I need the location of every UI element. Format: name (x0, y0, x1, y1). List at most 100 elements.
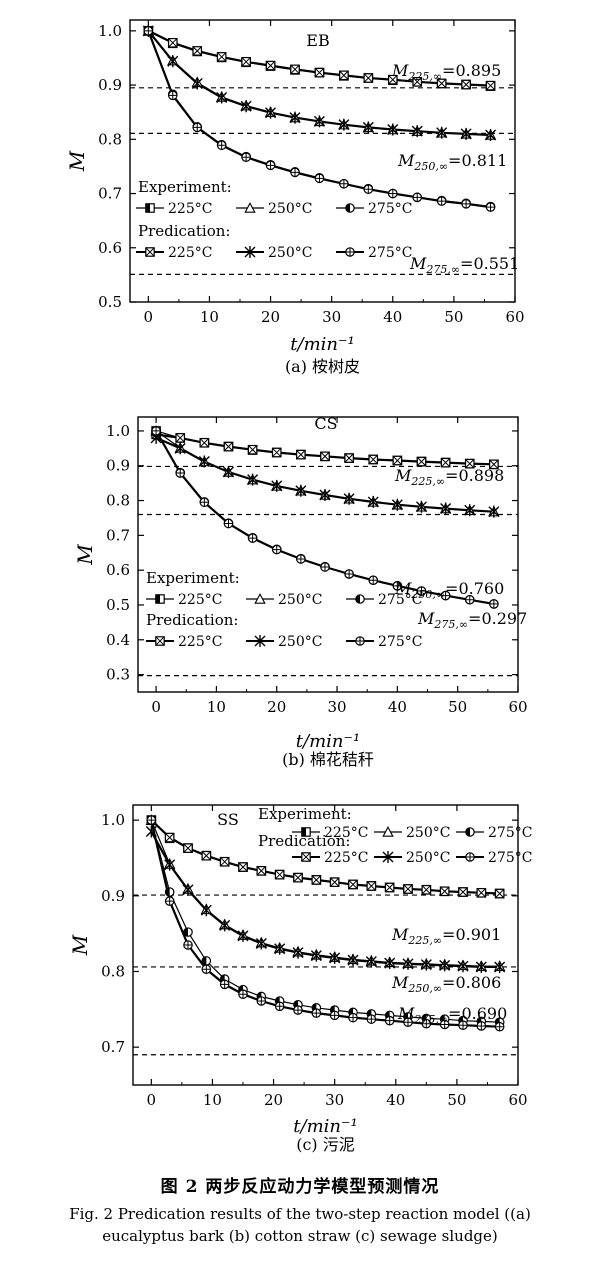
prediction-point-250 (457, 960, 469, 973)
legend-marker-exp-225 (155, 594, 165, 604)
prediction-point-250 (274, 942, 286, 955)
prediction-point-225 (167, 37, 178, 48)
y-tick-label: 0.8 (101, 962, 125, 980)
prediction-point-275 (412, 192, 423, 203)
prediction-point-225 (296, 449, 306, 460)
legend-marker-pred-225 (155, 636, 165, 646)
x-tick-label: 10 (203, 1091, 222, 1109)
y-tick-label: 1.0 (106, 422, 130, 440)
prediction-point-275 (143, 26, 154, 36)
prediction-point-225 (489, 459, 499, 470)
prediction-point-275 (421, 1018, 432, 1029)
legend-label-exp-250: 250°C (278, 592, 322, 608)
legend-label-exp-225: 225°C (324, 825, 368, 841)
legend-marker-pred-250 (254, 635, 266, 647)
prediction-point-250 (265, 106, 277, 119)
prediction-point-275 (339, 178, 349, 189)
prediction-point-225 (366, 881, 377, 891)
prediction-point-225 (329, 877, 340, 887)
prediction-point-250 (292, 946, 304, 959)
legend-marker-pred-250 (382, 851, 394, 863)
prediction-point-225 (241, 56, 251, 67)
prediction-point-275 (223, 518, 234, 529)
prediction-point-225 (164, 832, 175, 843)
prediction-point-250 (200, 904, 212, 917)
prediction-point-250 (319, 488, 331, 501)
x-tick-label: 20 (267, 698, 286, 716)
prediction-point-275 (216, 140, 227, 151)
prediction-point-225 (368, 454, 379, 465)
prediction-point-250 (237, 929, 249, 942)
legend-label-pred-275: 275°C (368, 245, 412, 261)
prediction-point-250 (343, 492, 355, 505)
legend-marker-pred-275 (345, 247, 355, 257)
prediction-point-225 (412, 77, 423, 87)
x-tick-label: 50 (444, 308, 463, 326)
prediction-point-250 (436, 126, 448, 139)
prediction-point-250 (338, 118, 350, 131)
prediction-point-250 (367, 495, 379, 508)
asymptote-label-225: M225,∞=0.895 (391, 61, 501, 83)
prediction-point-225 (238, 862, 248, 872)
prediction-point-275 (201, 964, 212, 975)
legend-experiment-title: Experiment: (258, 805, 352, 823)
x-tick-label: 0 (151, 698, 161, 716)
prediction-point-250 (313, 115, 325, 128)
y-axis-label: M (68, 934, 92, 956)
y-tick-label: 0.7 (101, 1038, 125, 1056)
y-tick-label: 1.0 (101, 811, 125, 829)
chart-panel-eb: 0 10 20 30 40 50 60 0.5 0.6 0.7 0.8 0.9 1.0 t/min⁻¹ M E… (0, 0, 600, 410)
x-axis-label: t/min⁻¹ (290, 334, 354, 355)
y-axis-label: M (65, 150, 89, 172)
legend-marker-pred-250 (244, 246, 256, 258)
prediction-point-225 (416, 456, 427, 467)
prediction-point-250 (191, 77, 203, 90)
plot-frame (132, 804, 519, 1086)
y-tick-label: 0.8 (106, 492, 130, 510)
x-tick-label: 30 (322, 308, 341, 326)
prediction-point-275 (146, 815, 157, 825)
y-tick-label: 0.6 (106, 561, 130, 579)
chart-title: SS (217, 810, 239, 829)
legend-label-exp-275: 275°C (368, 201, 412, 217)
chart-panel-ss: 0 10 20 30 40 50 60 0.7 0.8 0.9 1.0 t/min⁻¹ M SS M225,… (0, 790, 600, 1160)
prediction-point-275 (256, 996, 267, 1006)
figure-caption-cn: 图 2 两步反应动力学模型预测情况 (160, 1177, 440, 1197)
prediction-point-225 (175, 433, 186, 443)
prediction-point-275 (436, 196, 447, 206)
prediction-point-275 (314, 173, 325, 184)
legend-label-pred-250: 250°C (278, 634, 322, 650)
legend-label-pred-225: 225°C (168, 245, 212, 261)
prediction-point-250 (384, 957, 396, 970)
prediction-point-250 (485, 128, 497, 141)
legend-marker-pred-275 (355, 636, 365, 646)
prediction-point-275 (494, 1021, 505, 1032)
legend-prediction-title: Predication: (146, 611, 238, 629)
prediction-point-250 (198, 455, 210, 468)
prediction-point-225 (392, 455, 403, 466)
y-tick-label: 0.4 (106, 631, 130, 649)
prediction-point-275 (403, 1017, 413, 1027)
prediction-point-275 (293, 1005, 303, 1015)
prediction-point-225 (476, 887, 487, 898)
prediction-point-225 (421, 884, 432, 895)
prediction-point-250 (222, 466, 234, 478)
prediction-point-225 (461, 79, 471, 90)
prediction-point-275 (271, 544, 282, 555)
figure-caption-en: Fig. 2 Predication results of the two-st… (69, 1205, 531, 1245)
legend-marker-exp-250 (254, 593, 266, 604)
legend-marker-exp-225 (145, 203, 155, 213)
prediction-point-225 (458, 887, 468, 897)
legend-prediction-title: Predication: (258, 832, 350, 850)
legend-marker-exp-225 (301, 827, 311, 837)
y-tick-label: 0.9 (106, 457, 130, 475)
legend: Experiment: Predication:225°C 250°C 275°C 22… (258, 805, 532, 866)
prediction-point-225 (271, 447, 282, 458)
prediction-point-250 (271, 479, 283, 492)
prediction-point-225 (314, 67, 325, 78)
chart-cs: 0 10 20 30 40 50 60 0.3 0.4 0.5 0.6 0.7 0.8 0.9 1.0 t/m… (73, 414, 528, 769)
prediction-point-225 (485, 80, 496, 91)
prediction-point-225 (344, 453, 354, 463)
x-tick-label: 40 (383, 308, 402, 326)
prediction-point-275 (368, 575, 379, 586)
